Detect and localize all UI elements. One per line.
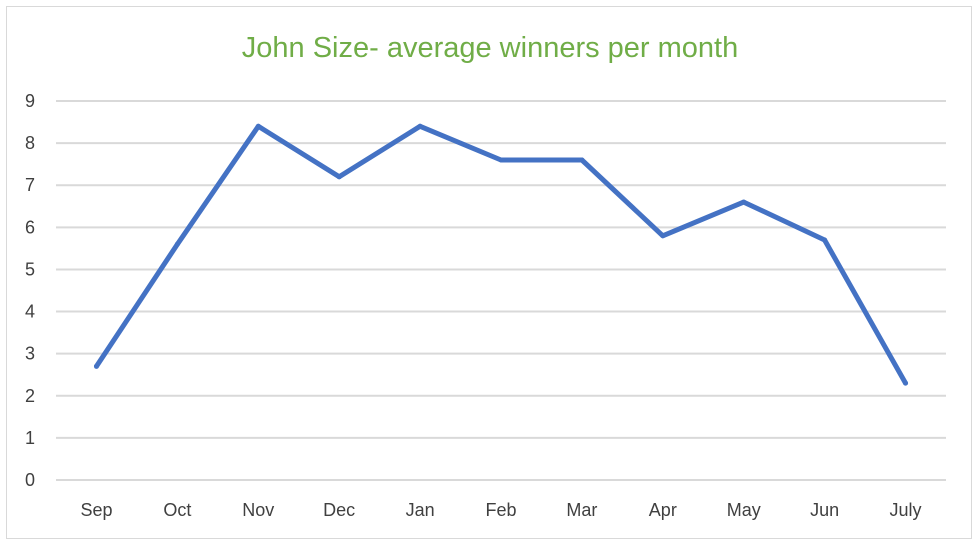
- chart-title: John Size- average winners per month: [242, 32, 738, 64]
- data-point-jun: [822, 237, 828, 243]
- x-tick-label: Nov: [242, 500, 274, 520]
- y-tick-label: 5: [25, 259, 35, 279]
- y-tick-label: 7: [25, 175, 35, 195]
- data-point-jan: [417, 123, 423, 129]
- y-tick-label: 6: [25, 217, 35, 237]
- x-tick-label: Jun: [810, 500, 839, 520]
- data-point-may: [741, 199, 747, 205]
- x-tick-label: Oct: [163, 500, 191, 520]
- x-tick-label: Jan: [406, 500, 435, 520]
- data-point-mar: [579, 157, 585, 163]
- y-tick-label: 3: [25, 344, 35, 364]
- series-layer: [93, 123, 909, 386]
- x-axis-ticks: Sep Oct Nov Dec Jan Feb Mar Apr May Jun July: [80, 500, 921, 520]
- x-tick-label: Dec: [323, 500, 355, 520]
- x-tick-label: Apr: [649, 500, 677, 520]
- y-tick-label: 2: [25, 386, 35, 406]
- y-tick-label: 9: [25, 91, 35, 111]
- x-tick-label: Feb: [485, 500, 516, 520]
- y-tick-label: 1: [25, 428, 35, 448]
- y-tick-label: 0: [25, 470, 35, 490]
- x-tick-label: Sep: [80, 500, 112, 520]
- x-tick-label: May: [727, 500, 761, 520]
- data-point-oct: [174, 241, 180, 247]
- y-axis-ticks: 0 1 2 3 4 5 6 7 8 9: [25, 91, 35, 490]
- data-point-apr: [660, 233, 666, 239]
- x-tick-label: July: [890, 500, 922, 520]
- data-point-sep: [93, 363, 99, 369]
- y-tick-label: 4: [25, 302, 35, 322]
- data-point-dec: [336, 174, 342, 180]
- x-tick-label: Mar: [566, 500, 597, 520]
- series-line-0: [94, 123, 908, 386]
- data-point-feb: [498, 157, 504, 163]
- data-point-july: [903, 380, 909, 386]
- chart-area: [6, 6, 972, 539]
- y-tick-label: 8: [25, 133, 35, 153]
- data-point-nov: [255, 123, 261, 129]
